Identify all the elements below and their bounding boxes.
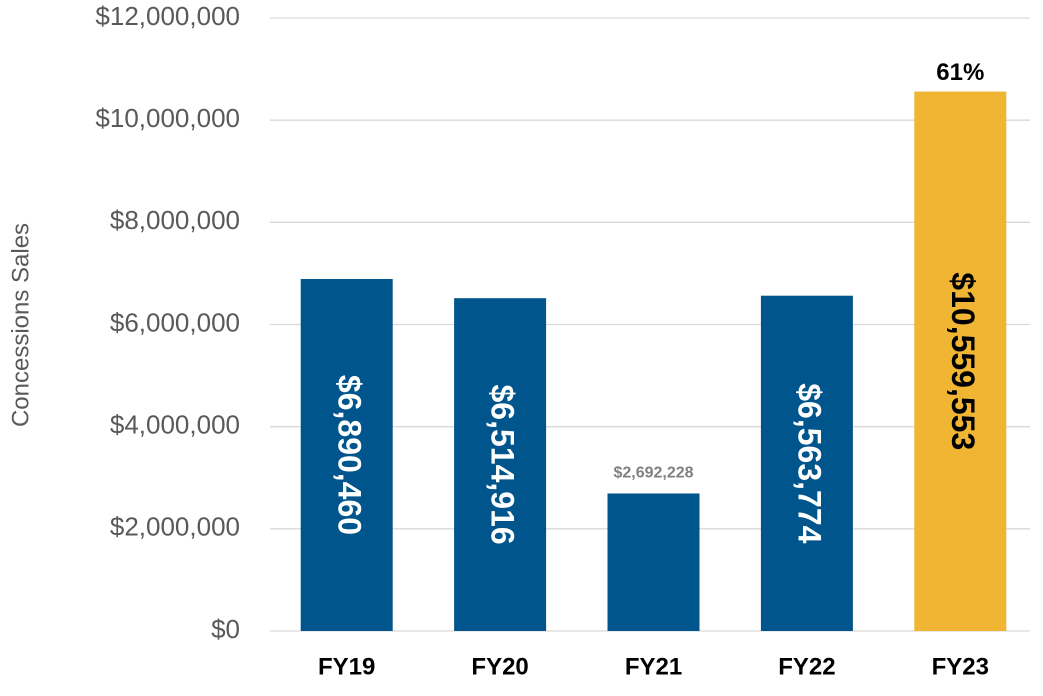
- x-tick-label: FY23: [932, 653, 989, 680]
- bar: [607, 493, 700, 631]
- bar: [760, 295, 853, 631]
- y-tick-label: $4,000,000: [110, 410, 240, 440]
- value-label: $6,890,460: [331, 375, 367, 535]
- value-label: $10,559,553: [945, 272, 981, 450]
- x-tick-label: FY19: [318, 653, 375, 680]
- value-label: $6,563,774: [791, 383, 827, 543]
- bar: [914, 91, 1007, 632]
- value-label: $2,692,228: [613, 465, 693, 482]
- y-axis-label: Concessions Sales: [7, 223, 34, 427]
- y-tick-label: $8,000,000: [110, 205, 240, 235]
- bar: [300, 279, 393, 631]
- y-tick-label: $0: [211, 614, 240, 644]
- annotation: 61%: [936, 59, 984, 86]
- bar: [454, 298, 547, 631]
- y-tick-label: $6,000,000: [110, 307, 240, 337]
- x-tick-label: FY22: [778, 653, 835, 680]
- y-tick-label: $12,000,000: [95, 1, 240, 31]
- x-tick-label: FY20: [471, 653, 528, 680]
- y-tick-label: $2,000,000: [110, 512, 240, 542]
- value-label: $6,514,916: [485, 385, 521, 545]
- y-tick-label: $10,000,000: [95, 103, 240, 133]
- x-tick-label: FY21: [625, 653, 682, 680]
